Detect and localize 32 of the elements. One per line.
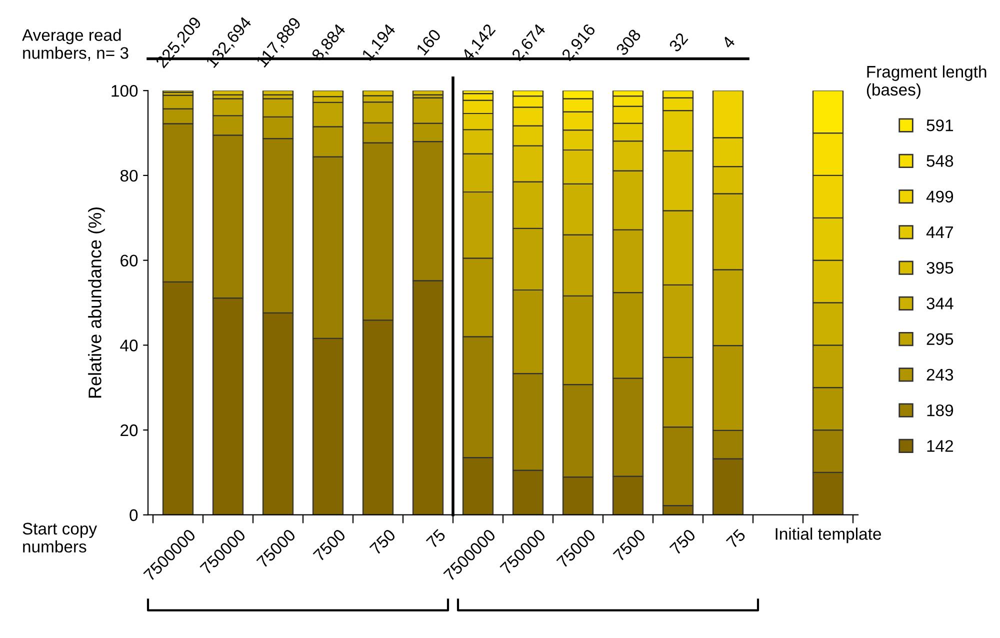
- legend-label: 142: [927, 440, 953, 452]
- text: Average read numbers, n= 3: [22, 28, 128, 61]
- text: 4: [721, 35, 736, 50]
- y-tick-label: 40: [120, 340, 138, 352]
- text: 308: [615, 28, 642, 56]
- legend-label: 189: [927, 404, 954, 416]
- bar: [212, 90, 244, 96]
- y-axis-title: Relative abundance (%): [88, 207, 105, 398]
- x-tick-label: 750: [369, 528, 396, 556]
- x-tick-label: 75: [426, 528, 446, 549]
- y-tick-label: 60: [120, 254, 138, 267]
- legend-label: 295: [926, 333, 954, 346]
- legend-label: 243: [926, 368, 954, 381]
- bar: [412, 90, 444, 96]
- legend-label: 395: [926, 262, 954, 274]
- legend-label: 591: [926, 119, 953, 132]
- legend-title: Fragment length (bases): [866, 65, 986, 99]
- x-axis-title: Start copy numbers: [22, 522, 97, 553]
- y-tick-label: 80: [120, 170, 138, 182]
- legend-label: 499: [926, 190, 954, 203]
- bar: [262, 90, 294, 96]
- legend-label: 447: [926, 226, 953, 238]
- text: 32: [668, 32, 688, 53]
- x-tick-label: 75: [726, 528, 746, 549]
- legend-label: 344: [926, 298, 954, 310]
- y-tick-label: 100: [112, 84, 138, 97]
- legend-label: 548: [926, 155, 954, 167]
- y-tick-label: 20: [120, 424, 138, 436]
- y-tick-label: 0: [130, 509, 138, 522]
- x-tick-label: Initial template: [776, 528, 881, 544]
- x-tick-label: 750: [669, 528, 696, 556]
- text: 160: [416, 28, 442, 56]
